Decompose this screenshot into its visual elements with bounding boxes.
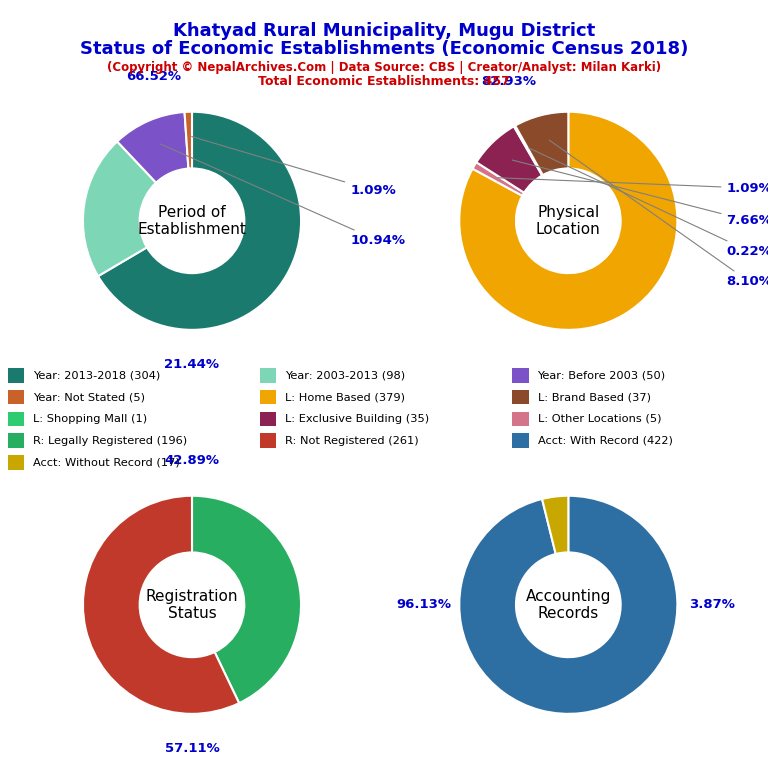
Bar bbox=[260, 390, 276, 405]
Wedge shape bbox=[184, 111, 192, 168]
Text: Status of Economic Establishments (Economic Census 2018): Status of Economic Establishments (Econo… bbox=[80, 40, 688, 58]
Wedge shape bbox=[542, 496, 568, 554]
Text: 96.13%: 96.13% bbox=[397, 598, 452, 611]
Text: 66.52%: 66.52% bbox=[126, 71, 181, 84]
Wedge shape bbox=[459, 496, 677, 713]
Text: 57.11%: 57.11% bbox=[164, 742, 220, 755]
Text: 0.22%: 0.22% bbox=[529, 148, 768, 258]
Text: Accounting
Records: Accounting Records bbox=[525, 588, 611, 621]
Text: L: Home Based (379): L: Home Based (379) bbox=[286, 392, 406, 402]
Bar bbox=[8, 455, 25, 469]
Text: 1.09%: 1.09% bbox=[192, 137, 396, 197]
Text: 82.93%: 82.93% bbox=[481, 74, 536, 88]
Text: Khatyad Rural Municipality, Mugu District: Khatyad Rural Municipality, Mugu Distric… bbox=[173, 22, 595, 39]
Text: L: Exclusive Building (35): L: Exclusive Building (35) bbox=[286, 414, 429, 424]
Text: Acct: With Record (422): Acct: With Record (422) bbox=[538, 435, 673, 445]
Text: 3.87%: 3.87% bbox=[690, 598, 735, 611]
Wedge shape bbox=[118, 112, 188, 183]
Bar bbox=[512, 390, 528, 405]
Text: Year: Before 2003 (50): Year: Before 2003 (50) bbox=[538, 370, 666, 380]
Wedge shape bbox=[515, 111, 568, 175]
Text: 10.94%: 10.94% bbox=[161, 144, 406, 247]
Text: 21.44%: 21.44% bbox=[164, 358, 220, 371]
Text: L: Shopping Mall (1): L: Shopping Mall (1) bbox=[33, 414, 147, 424]
Text: Registration
Status: Registration Status bbox=[146, 588, 238, 621]
Bar bbox=[8, 433, 25, 448]
Text: Physical
Location: Physical Location bbox=[536, 204, 601, 237]
Wedge shape bbox=[192, 496, 301, 703]
Text: 8.10%: 8.10% bbox=[549, 140, 768, 288]
Text: 7.66%: 7.66% bbox=[512, 160, 768, 227]
Text: Year: 2003-2013 (98): Year: 2003-2013 (98) bbox=[286, 370, 406, 380]
Text: 42.89%: 42.89% bbox=[164, 455, 220, 468]
Text: R: Not Registered (261): R: Not Registered (261) bbox=[286, 435, 419, 445]
Bar bbox=[8, 368, 25, 382]
Wedge shape bbox=[476, 126, 542, 193]
Bar bbox=[260, 368, 276, 382]
Wedge shape bbox=[83, 141, 156, 276]
Bar bbox=[512, 368, 528, 382]
Bar bbox=[8, 412, 25, 426]
Text: Total Economic Establishments: 457: Total Economic Establishments: 457 bbox=[258, 75, 510, 88]
Text: 1.09%: 1.09% bbox=[498, 177, 768, 194]
Bar bbox=[260, 412, 276, 426]
Wedge shape bbox=[514, 125, 543, 175]
Bar bbox=[8, 390, 25, 405]
Wedge shape bbox=[472, 162, 524, 196]
Wedge shape bbox=[83, 496, 239, 714]
Text: Year: 2013-2018 (304): Year: 2013-2018 (304) bbox=[33, 370, 161, 380]
Text: R: Legally Registered (196): R: Legally Registered (196) bbox=[33, 435, 187, 445]
Wedge shape bbox=[459, 111, 677, 329]
Text: Acct: Without Record (17): Acct: Without Record (17) bbox=[33, 457, 180, 467]
Bar bbox=[260, 433, 276, 448]
Text: Period of
Establishment: Period of Establishment bbox=[137, 204, 247, 237]
Text: (Copyright © NepalArchives.Com | Data Source: CBS | Creator/Analyst: Milan Karki: (Copyright © NepalArchives.Com | Data So… bbox=[107, 61, 661, 74]
Bar bbox=[512, 433, 528, 448]
Text: Year: Not Stated (5): Year: Not Stated (5) bbox=[33, 392, 145, 402]
Text: L: Brand Based (37): L: Brand Based (37) bbox=[538, 392, 650, 402]
Text: L: Other Locations (5): L: Other Locations (5) bbox=[538, 414, 661, 424]
Bar bbox=[512, 412, 528, 426]
Wedge shape bbox=[98, 111, 301, 330]
